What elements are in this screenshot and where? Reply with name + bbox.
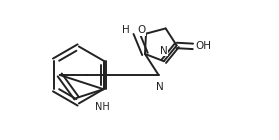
Text: NH: NH: [95, 102, 110, 112]
Text: H: H: [122, 25, 129, 35]
Text: N: N: [156, 82, 164, 92]
Text: OH: OH: [195, 41, 211, 51]
Text: N: N: [160, 46, 168, 56]
Text: O: O: [138, 25, 146, 35]
